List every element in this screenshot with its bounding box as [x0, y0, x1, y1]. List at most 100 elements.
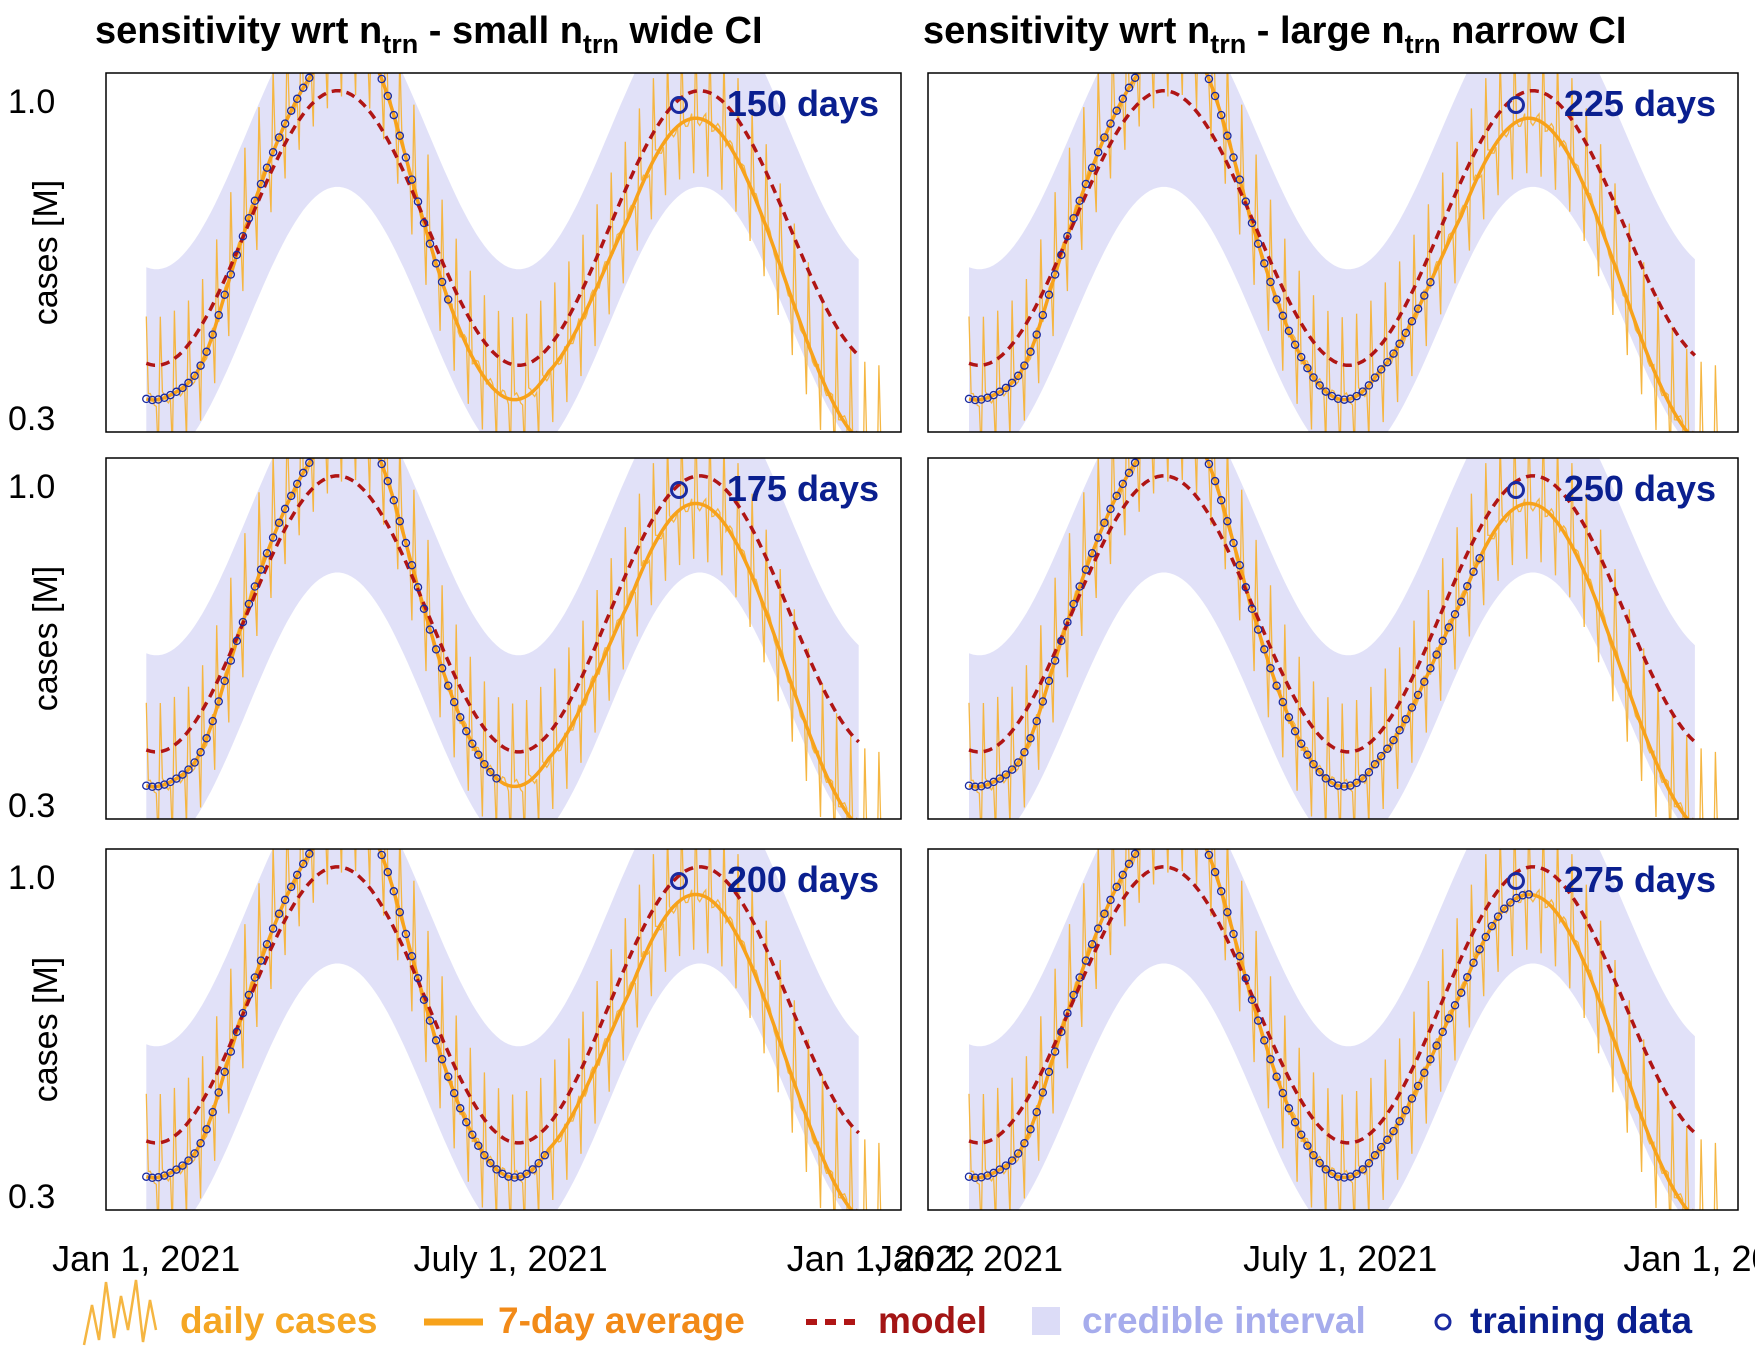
- legend-model-label: model: [878, 1300, 987, 1341]
- training-point: [443, 295, 453, 304]
- training-point: [1524, 890, 1534, 899]
- training-point: [474, 750, 483, 759]
- ytick-label: 1.0: [8, 83, 55, 121]
- panel-row1-left: 150 days: [105, 61, 902, 433]
- training-point: [1106, 504, 1115, 514]
- training-point: [528, 1165, 537, 1174]
- training-point: [312, 450, 319, 457]
- training-point: [1376, 751, 1386, 761]
- training-point: [1168, 812, 1175, 819]
- training-point: [1026, 1125, 1035, 1134]
- panel-plot-area: [142, 435, 882, 819]
- training-point: [1315, 1158, 1324, 1168]
- training-point: [468, 1130, 477, 1139]
- training-point: [1340, 1173, 1349, 1182]
- panel-row1-right: 225 days: [927, 61, 1739, 433]
- training-point: [1229, 538, 1238, 548]
- training-point: [256, 956, 266, 965]
- training-point: [202, 347, 211, 357]
- training-point: [431, 259, 441, 268]
- training-point: [1026, 734, 1035, 743]
- training-point: [305, 458, 314, 468]
- training-point: [1272, 1072, 1281, 1081]
- xtick-label: Jan 1, 2022: [1623, 1238, 1755, 1279]
- training-point: [232, 636, 242, 646]
- training-point: [1168, 421, 1175, 428]
- training-point: [1475, 553, 1484, 563]
- training-point: [1315, 381, 1324, 390]
- training-point: [1013, 1149, 1023, 1158]
- training-point: [1352, 778, 1361, 788]
- training-point: [1260, 1036, 1269, 1045]
- training-point: [154, 782, 163, 791]
- training-point: [395, 516, 405, 526]
- training-point: [1303, 363, 1312, 373]
- training-point: [1450, 1001, 1460, 1010]
- training-point: [492, 1165, 501, 1174]
- training-point: [268, 924, 278, 933]
- legend: daily cases 7-day average model credible…: [82, 1279, 1692, 1346]
- training-point: [1075, 582, 1084, 591]
- training-point: [1013, 371, 1023, 381]
- training-point: [970, 1173, 980, 1183]
- model-line: [145, 865, 860, 1145]
- training-point: [1456, 597, 1466, 606]
- training-point: [366, 435, 373, 442]
- training-point: [1175, 420, 1182, 427]
- training-point: [1456, 988, 1466, 997]
- training-point: [318, 833, 325, 840]
- panel-training-icon: [1507, 96, 1525, 114]
- y-axis-label: cases [M]: [27, 566, 65, 711]
- training-point: [383, 476, 393, 486]
- training-point: [190, 1149, 199, 1158]
- panel-training-icon: [1507, 481, 1525, 499]
- model-line: [968, 474, 1697, 754]
- training-point: [1247, 218, 1257, 228]
- training-point: [280, 504, 290, 514]
- training-point: [1175, 811, 1182, 818]
- training-point: [286, 491, 296, 501]
- training-point: [1106, 895, 1115, 905]
- panel-training-label: 175 days: [727, 468, 879, 509]
- training-point: [401, 153, 411, 162]
- training-point: [1389, 735, 1398, 745]
- training-point: [214, 697, 223, 706]
- training-point: [1333, 1172, 1343, 1181]
- training-point: [262, 939, 272, 949]
- training-point: [1187, 427, 1194, 434]
- training-point: [274, 133, 284, 142]
- training-point: [1309, 1150, 1318, 1160]
- training-point: [196, 361, 205, 370]
- training-point: [1199, 61, 1206, 68]
- training-point: [372, 61, 379, 68]
- training-point: [455, 1104, 465, 1113]
- training-point: [214, 310, 223, 320]
- training-point: [238, 1008, 248, 1018]
- training-point: [1321, 774, 1331, 783]
- training-point: [1463, 582, 1472, 591]
- training-point: [256, 565, 266, 574]
- panel-frame: [927, 72, 1739, 433]
- training-point: [407, 175, 417, 184]
- training-point: [1370, 1151, 1380, 1160]
- training-point: [208, 330, 217, 339]
- training-point: [1112, 106, 1121, 115]
- training-point: [1007, 765, 1017, 774]
- credible-interval-band: [146, 849, 859, 1210]
- training-point: [1032, 1107, 1041, 1117]
- training-point: [1069, 990, 1078, 1000]
- training-point: [178, 383, 187, 393]
- training-point: [1413, 1081, 1423, 1091]
- training-point: [395, 131, 405, 141]
- training-point: [324, 435, 331, 442]
- training-point: [1352, 391, 1361, 401]
- training-point: [1253, 625, 1263, 634]
- training-point: [1475, 944, 1484, 954]
- training-point: [964, 394, 974, 404]
- training-point: [220, 1067, 229, 1077]
- training-point: [256, 179, 266, 189]
- model-line: [145, 474, 860, 754]
- training-point: [1162, 424, 1169, 431]
- training-point: [437, 1054, 447, 1064]
- training-point: [1272, 295, 1281, 304]
